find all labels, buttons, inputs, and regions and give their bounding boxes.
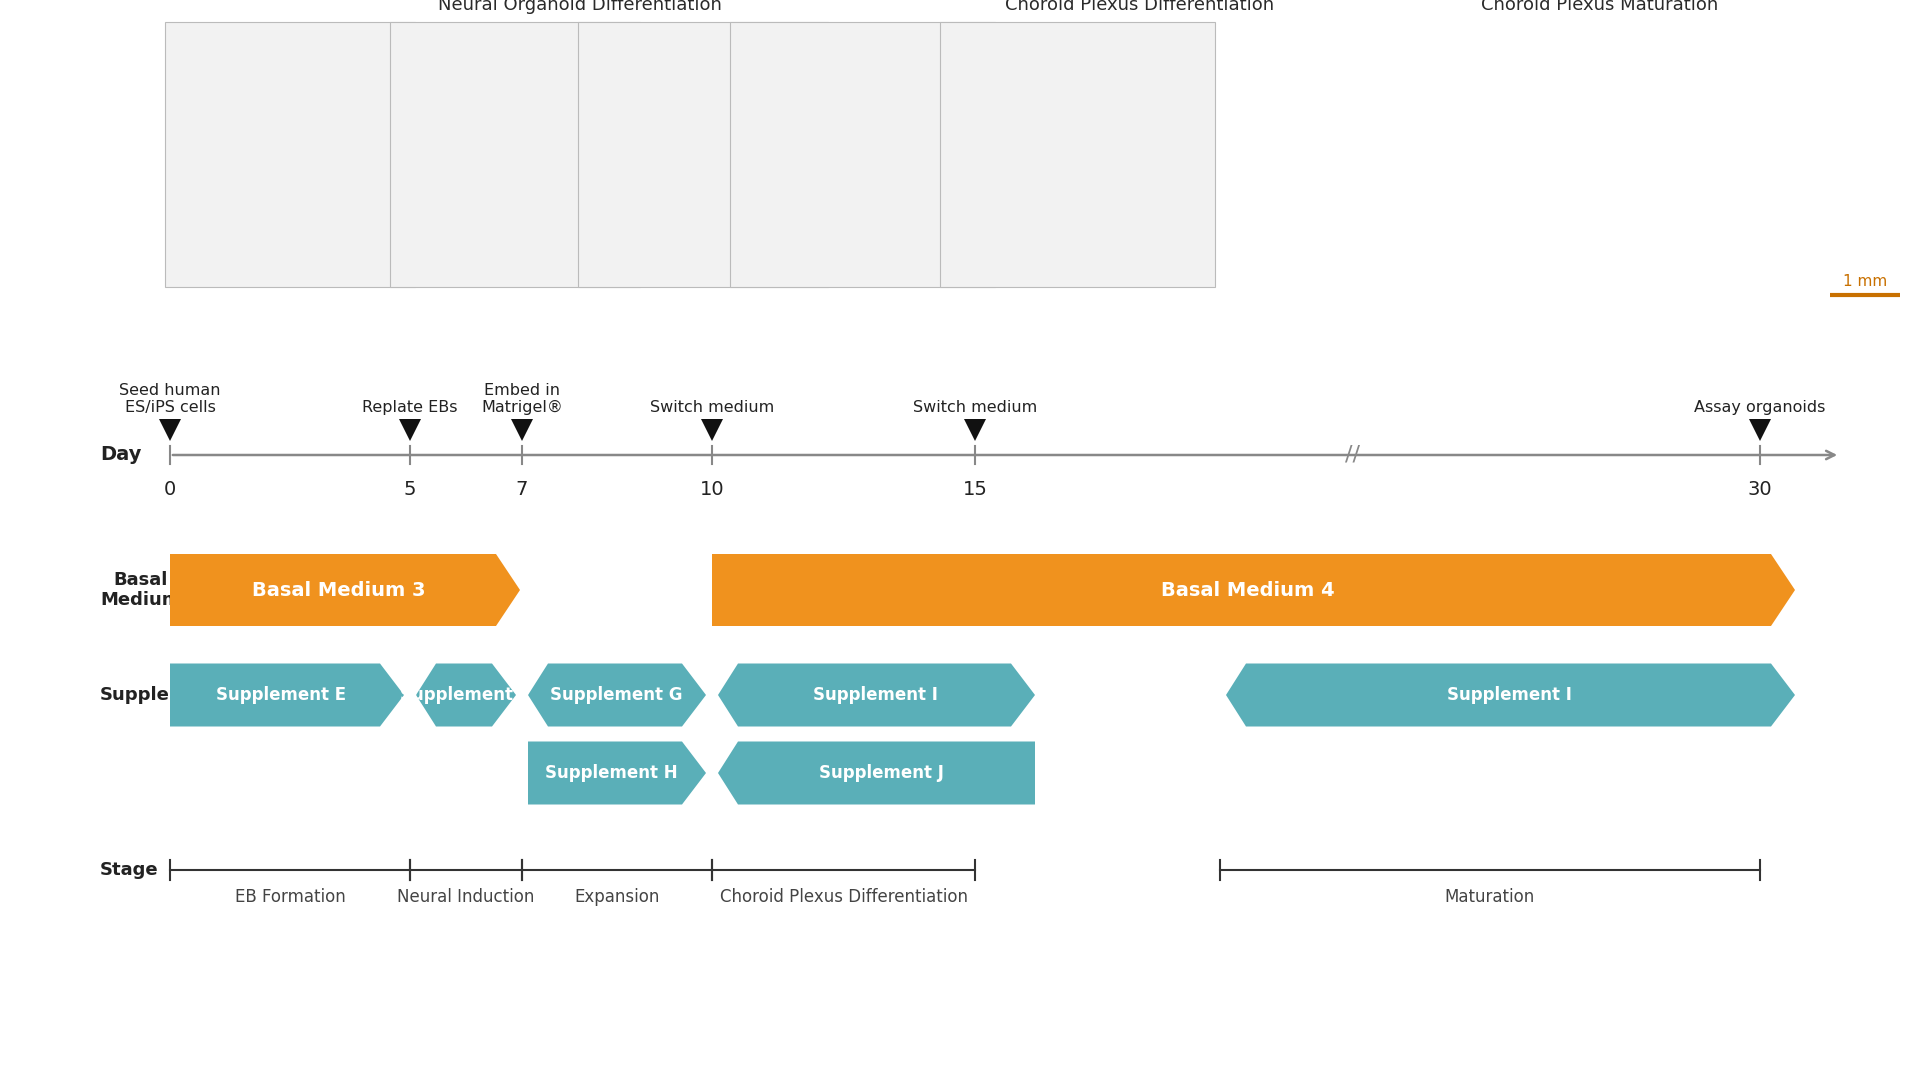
Text: Stage: Stage — [100, 861, 159, 879]
Text: Switch medium: Switch medium — [912, 400, 1037, 415]
Polygon shape — [511, 419, 534, 441]
Text: EB Formation: EB Formation — [234, 888, 346, 906]
Text: Switch medium: Switch medium — [649, 400, 774, 415]
Text: Embed in
Matrigel®: Embed in Matrigel® — [482, 382, 563, 415]
Text: Neural Organoid Differentiation: Neural Organoid Differentiation — [438, 0, 722, 14]
Text: Supplement J: Supplement J — [820, 764, 945, 782]
Polygon shape — [159, 419, 180, 441]
Polygon shape — [171, 554, 520, 626]
Text: Neural Induction: Neural Induction — [397, 888, 534, 906]
Text: 1 mm: 1 mm — [1843, 274, 1887, 289]
Text: Supplement F: Supplement F — [399, 686, 530, 704]
Polygon shape — [718, 742, 1035, 805]
Polygon shape — [399, 419, 420, 441]
Text: Replate EBs: Replate EBs — [363, 400, 457, 415]
Text: 30: 30 — [1747, 480, 1772, 499]
Text: Seed human
ES/iPS cells: Seed human ES/iPS cells — [119, 382, 221, 415]
Text: Supplement E: Supplement E — [215, 686, 346, 704]
Polygon shape — [528, 663, 707, 727]
Polygon shape — [171, 663, 403, 727]
Text: 10: 10 — [699, 480, 724, 499]
Text: Choroid Plexus Differentiation: Choroid Plexus Differentiation — [720, 888, 968, 906]
Text: Choroid Plexus Maturation: Choroid Plexus Maturation — [1482, 0, 1718, 14]
Bar — [578, 22, 828, 287]
Text: Day: Day — [100, 445, 142, 464]
Text: Expansion: Expansion — [574, 888, 660, 906]
Text: Basal Medium 4: Basal Medium 4 — [1162, 581, 1334, 599]
Text: Basal Medium 3: Basal Medium 3 — [252, 581, 426, 599]
Polygon shape — [964, 419, 987, 441]
Polygon shape — [528, 742, 707, 805]
Text: Supplement: Supplement — [100, 686, 223, 704]
Text: Maturation: Maturation — [1446, 888, 1536, 906]
Polygon shape — [712, 554, 1795, 626]
Text: Supplement I: Supplement I — [812, 686, 939, 704]
Polygon shape — [417, 663, 516, 727]
Bar — [730, 22, 995, 287]
Text: //: // — [1346, 445, 1359, 465]
Text: Supplement G: Supplement G — [549, 686, 682, 704]
Text: 7: 7 — [516, 480, 528, 499]
Text: Choroid Plexus Differentiation: Choroid Plexus Differentiation — [1006, 0, 1275, 14]
Text: 15: 15 — [962, 480, 987, 499]
Polygon shape — [718, 663, 1035, 727]
Polygon shape — [701, 419, 724, 441]
Text: 5: 5 — [403, 480, 417, 499]
Text: Assay organoids: Assay organoids — [1693, 400, 1826, 415]
Polygon shape — [1749, 419, 1770, 441]
Text: Supplement H: Supplement H — [545, 764, 678, 782]
Bar — [941, 22, 1215, 287]
Bar — [165, 22, 415, 287]
Polygon shape — [1227, 663, 1795, 727]
Text: 0: 0 — [163, 480, 177, 499]
Bar — [390, 22, 639, 287]
Text: Supplement I: Supplement I — [1448, 686, 1572, 704]
Text: Basal
Medium: Basal Medium — [100, 570, 180, 609]
